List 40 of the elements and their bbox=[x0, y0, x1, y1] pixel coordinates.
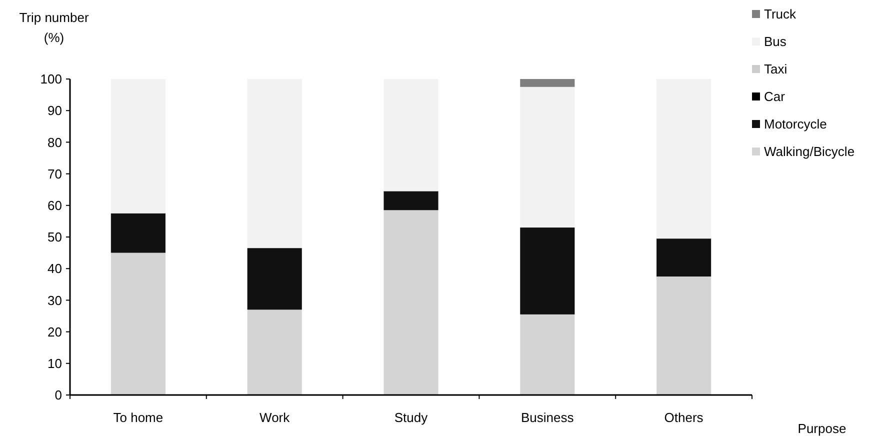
x-tick-label: Others bbox=[664, 410, 704, 425]
bar bbox=[384, 191, 438, 210]
y-axis-title: Trip number (%) bbox=[19, 10, 90, 45]
y-tick-label: 0 bbox=[54, 388, 62, 403]
y-tick-label: 80 bbox=[48, 134, 62, 150]
bar bbox=[247, 79, 302, 248]
y-tick-label: 60 bbox=[48, 198, 62, 213]
bar bbox=[247, 310, 302, 395]
bar bbox=[110, 213, 166, 253]
legend-label: Car bbox=[764, 89, 786, 104]
y-tick-label: 40 bbox=[48, 261, 62, 276]
x-axis-title: Purpose bbox=[798, 421, 846, 436]
bar bbox=[520, 79, 575, 87]
x-tick-label: To home bbox=[113, 410, 164, 425]
bar bbox=[384, 210, 438, 395]
bar bbox=[520, 228, 575, 314]
y-tick-label: 30 bbox=[48, 292, 62, 308]
bar bbox=[656, 276, 712, 395]
bar bbox=[110, 79, 166, 214]
bar bbox=[520, 86, 575, 228]
legend-label: Bus bbox=[764, 34, 787, 50]
legend-label: Truck bbox=[764, 6, 797, 22]
y-tick-label: 10 bbox=[48, 356, 62, 371]
y-tick-label: 50 bbox=[48, 230, 62, 245]
bar bbox=[384, 79, 438, 192]
y-tick-label: 70 bbox=[48, 166, 62, 182]
bar bbox=[520, 314, 575, 395]
bar bbox=[110, 252, 166, 395]
x-tick-label: Work bbox=[260, 410, 290, 425]
legend-label: Walking/Bicycle bbox=[764, 144, 855, 160]
bar bbox=[656, 79, 712, 239]
y-tick-label: 90 bbox=[48, 103, 62, 118]
bar bbox=[656, 238, 712, 276]
bar bbox=[247, 248, 302, 310]
legend-label: Taxi bbox=[764, 62, 788, 77]
y-tick-label: 20 bbox=[48, 324, 62, 340]
legend-label: Motorcycle bbox=[764, 116, 827, 132]
x-tick-label: Study bbox=[394, 410, 428, 425]
x-tick-label: Business bbox=[521, 410, 574, 425]
y-tick-label: 100 bbox=[40, 72, 62, 87]
